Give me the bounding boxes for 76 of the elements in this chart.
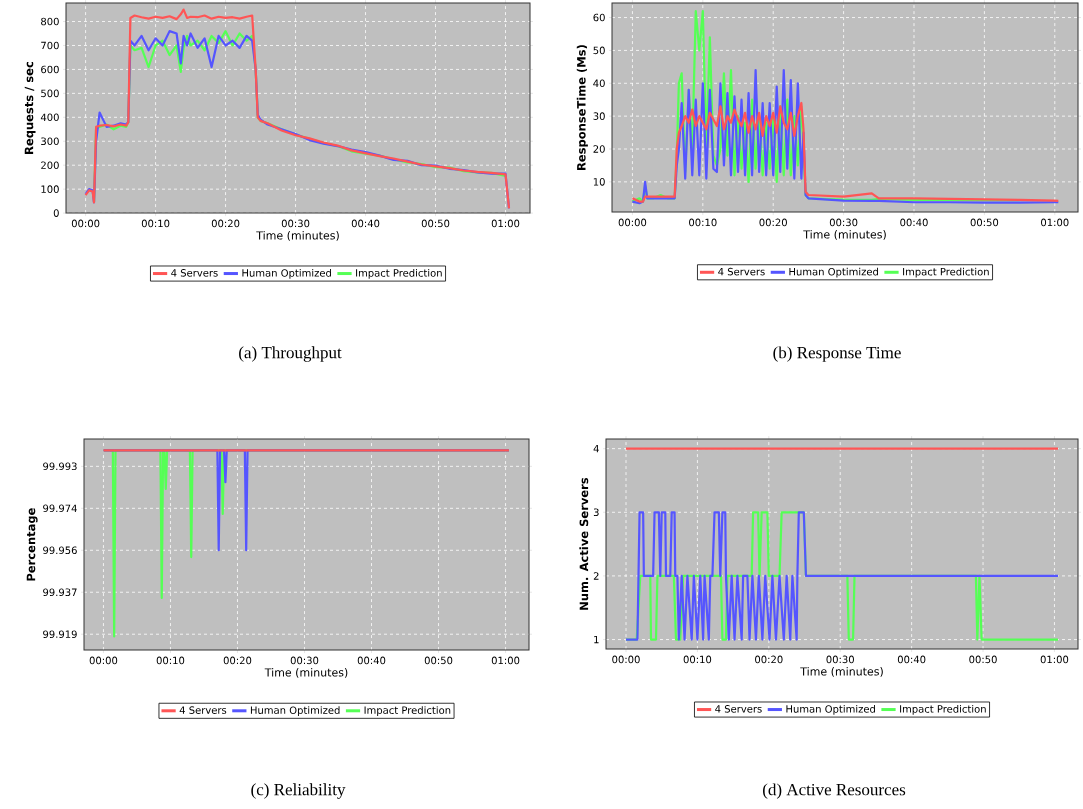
- x-tick-label: 00:20: [223, 656, 252, 665]
- y-tick-label: 60: [593, 13, 605, 22]
- text: (d) Active Resources: [763, 783, 906, 799]
- y-tick-label: 2: [593, 572, 599, 580]
- y-tick-label: 200: [41, 161, 59, 169]
- y-tick-label: 400: [40, 113, 59, 122]
- y-tick-label: 600: [41, 65, 59, 74]
- text: (a) Throughput: [239, 346, 342, 362]
- y-tick-label: 800: [41, 17, 59, 26]
- x-tick-label: 00:40: [900, 218, 928, 227]
- x-tick-label: 00:50: [969, 655, 997, 664]
- y-tick-label: 30: [593, 112, 605, 120]
- legend-label: Impact Prediction: [903, 267, 989, 278]
- y-tick-label: 3: [593, 508, 599, 517]
- x-axis-title: Time (minutes): [256, 231, 339, 241]
- y-tick-label: 1: [594, 635, 599, 644]
- x-tick-label: 00:40: [897, 655, 926, 664]
- y-tick-label: 99.974: [43, 504, 77, 513]
- legend-label: Human Optimized: [786, 704, 875, 715]
- y-tick-label: 99.937: [43, 588, 77, 596]
- text: (b) Response Time: [773, 346, 901, 362]
- x-tick-label: 00:10: [141, 219, 170, 228]
- y-tick-label: 10: [593, 178, 605, 186]
- legend-label: Human Optimized: [242, 268, 331, 279]
- y-tick-label: 40: [593, 79, 605, 88]
- legend-label: 4 Servers: [715, 705, 762, 713]
- y-tick-label: 0: [53, 209, 59, 217]
- y-tick-label: 300: [41, 137, 59, 145]
- x-axis-title: Time (minutes): [800, 667, 883, 677]
- x-tick-label: 00:40: [351, 219, 380, 228]
- x-tick-label: 00:40: [357, 656, 386, 665]
- x-tick-label: 00:10: [156, 656, 185, 665]
- y-tick-label: 100: [41, 185, 59, 193]
- legend-label: Impact Prediction: [356, 268, 442, 279]
- legend-label: Impact Prediction: [900, 704, 986, 715]
- legend-label: 4 Servers: [718, 267, 765, 276]
- text: (c) Reliability: [251, 783, 346, 799]
- x-tick-label: 00:20: [759, 218, 787, 227]
- x-tick-label: 00:30: [826, 655, 854, 664]
- y-axis-title: Num. Active Servers: [579, 477, 589, 610]
- x-axis-title: Time (minutes): [803, 230, 886, 240]
- x-tick-label: 00:20: [211, 219, 240, 228]
- y-tick-label: 4: [593, 444, 599, 453]
- x-axis-title: Time (minutes): [264, 668, 348, 678]
- y-tick-label: 20: [593, 145, 605, 153]
- y-tick-label: 500: [41, 89, 59, 98]
- x-tick-label: 00:00: [618, 218, 647, 227]
- x-tick-label: 00:10: [683, 655, 712, 664]
- y-tick-label: 99.993: [43, 462, 77, 471]
- x-tick-label: 00:30: [829, 218, 858, 227]
- legend-label: 4 Servers: [171, 269, 218, 277]
- x-tick-label: 00:50: [424, 656, 453, 665]
- x-tick-label: 00:00: [612, 655, 640, 664]
- y-axis-title: Requests / sec: [24, 61, 36, 154]
- y-tick-label: 50: [593, 46, 605, 55]
- x-tick-label: 00:20: [755, 655, 783, 664]
- y-tick-label: 99.919: [43, 630, 77, 638]
- x-tick-label: 01:00: [1041, 218, 1069, 227]
- x-tick-label: 00:30: [281, 219, 310, 228]
- x-tick-label: 01:00: [491, 219, 520, 228]
- y-axis-title: ResponseTime (Ms): [576, 45, 588, 170]
- x-tick-label: 00:50: [421, 219, 450, 228]
- x-tick-label: 00:30: [290, 656, 319, 665]
- legend-label: Human Optimized: [250, 706, 340, 716]
- y-tick-label: 700: [41, 41, 59, 50]
- x-tick-label: 00:00: [89, 656, 118, 665]
- y-tick-label: 99.956: [43, 546, 77, 555]
- x-tick-label: 01:00: [1040, 655, 1069, 664]
- legend-label: 4 Servers: [179, 706, 227, 714]
- x-tick-label: 00:00: [71, 219, 100, 228]
- legend-label: Impact Prediction: [364, 706, 451, 716]
- x-tick-label: 00:10: [689, 218, 717, 227]
- y-axis-title: Percentage: [26, 508, 38, 581]
- legend-label: Human Optimized: [789, 267, 878, 278]
- x-tick-label: 00:50: [970, 218, 999, 227]
- x-tick-label: 01:00: [491, 656, 520, 665]
